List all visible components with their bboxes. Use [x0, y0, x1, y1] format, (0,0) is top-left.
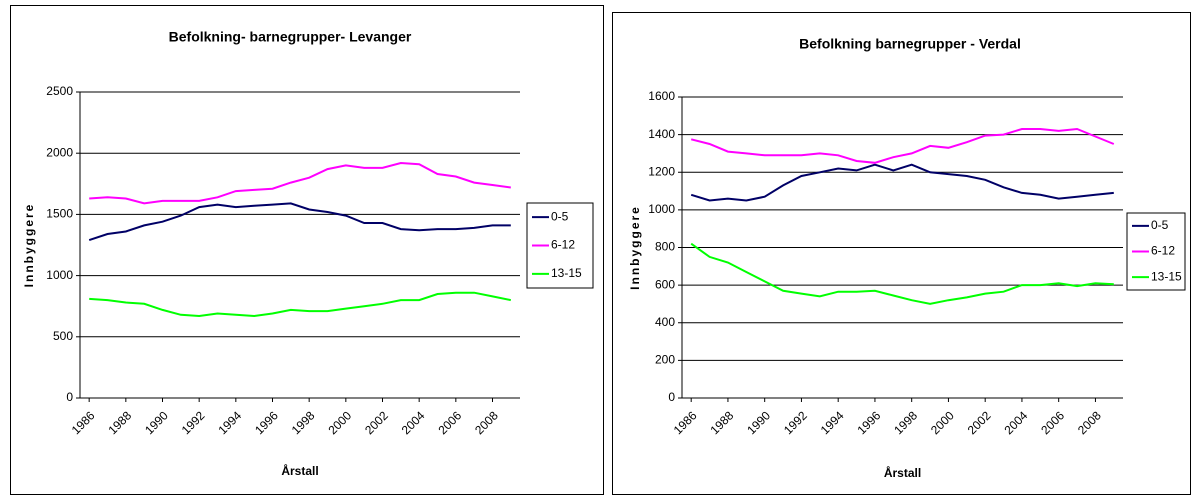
y-tick-label: 1000: [46, 268, 73, 282]
y-tick-label: 200: [655, 353, 675, 367]
legend-label: 6-12: [1151, 244, 1175, 258]
data-line: [690, 242, 1114, 305]
chart-title: Befolkning barnegrupper - Verdal: [799, 36, 1021, 52]
x-axis-title: Årstall: [281, 463, 318, 478]
legend-label: 13-15: [551, 266, 582, 280]
data-line: [690, 127, 1115, 164]
panel-frame: [612, 12, 1191, 495]
y-tick-label: 1500: [46, 207, 73, 221]
panel-frame: [10, 5, 604, 495]
y-tick-label: 1600: [648, 89, 675, 103]
legend-label: 0-5: [1151, 218, 1169, 232]
y-tick-label: 600: [655, 277, 675, 291]
legend-label: 0-5: [551, 209, 569, 223]
y-tick-label: 1000: [648, 202, 675, 216]
y-axis-title: Innbyggere: [22, 203, 36, 288]
data-line: [89, 161, 511, 205]
y-tick-label: 2500: [46, 84, 73, 98]
data-line: [690, 163, 1114, 202]
y-tick-label: 1200: [648, 164, 675, 178]
y-tick-label: 800: [655, 240, 675, 254]
y-tick-label: 400: [655, 315, 675, 329]
y-axis-title: Innbyggere: [628, 205, 642, 290]
data-line: [88, 202, 511, 242]
legend-label: 6-12: [551, 238, 575, 252]
x-axis-title: Årstall: [884, 465, 921, 480]
y-tick-label: 500: [53, 329, 73, 343]
y-tick-label: 2000: [46, 145, 73, 159]
y-tick-label: 1400: [648, 127, 675, 141]
legend-label: 13-15: [1151, 269, 1182, 283]
y-tick-label: 0: [668, 390, 675, 404]
chart-title: Befolkning- barnegrupper- Levanger: [169, 29, 412, 45]
data-line: [89, 291, 511, 318]
y-tick-label: 0: [66, 390, 73, 404]
